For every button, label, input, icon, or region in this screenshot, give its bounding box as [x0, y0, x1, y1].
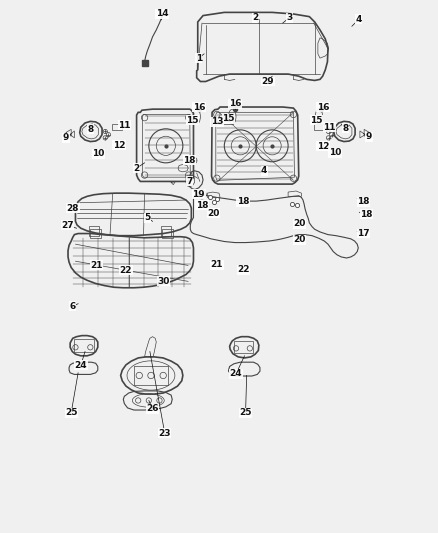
Text: 12: 12	[113, 141, 125, 150]
Bar	[314, 124, 324, 131]
Text: 10: 10	[92, 149, 105, 158]
Bar	[217, 118, 233, 124]
Text: 10: 10	[328, 148, 341, 157]
Text: 9: 9	[366, 132, 372, 141]
Text: 21: 21	[211, 261, 223, 269]
Text: 20: 20	[293, 220, 306, 229]
Text: 14: 14	[156, 10, 169, 19]
Text: 3: 3	[286, 13, 292, 22]
Text: 20: 20	[208, 209, 220, 218]
Text: 19: 19	[192, 190, 205, 199]
Text: 22: 22	[120, 266, 132, 274]
Text: 4: 4	[261, 166, 267, 175]
Bar	[74, 339, 94, 352]
Text: 21: 21	[91, 261, 103, 270]
Text: 11: 11	[118, 120, 131, 130]
Text: 25: 25	[239, 408, 252, 417]
Text: 2: 2	[134, 164, 140, 173]
Text: 13: 13	[211, 117, 223, 126]
Text: 1: 1	[196, 54, 202, 62]
Bar	[90, 229, 101, 238]
Text: 24: 24	[74, 361, 87, 370]
Text: 23: 23	[159, 429, 171, 438]
Text: 18: 18	[360, 210, 372, 219]
Bar	[89, 226, 99, 236]
Text: 12: 12	[317, 142, 329, 151]
Text: 6: 6	[70, 302, 76, 311]
Text: 18: 18	[183, 156, 195, 165]
Text: 18: 18	[196, 201, 208, 210]
Text: 8: 8	[87, 125, 93, 134]
Bar	[112, 124, 122, 131]
Text: 9: 9	[63, 133, 69, 142]
Text: 4: 4	[356, 15, 362, 24]
Text: 18: 18	[237, 197, 249, 206]
Text: 24: 24	[230, 369, 242, 378]
Text: 8: 8	[343, 124, 349, 133]
Text: 15: 15	[223, 114, 235, 123]
Text: 27: 27	[61, 221, 74, 230]
Text: 15: 15	[186, 116, 199, 125]
Text: 16: 16	[317, 102, 329, 111]
Text: 5: 5	[144, 213, 150, 222]
Text: 15: 15	[310, 116, 322, 125]
Bar	[160, 226, 171, 236]
Text: 25: 25	[65, 408, 78, 417]
Bar	[234, 341, 253, 353]
Text: 17: 17	[357, 229, 370, 238]
Text: 11: 11	[323, 123, 336, 132]
Bar	[162, 229, 173, 238]
Text: 20: 20	[293, 236, 306, 245]
Text: 16: 16	[229, 99, 241, 108]
Text: 30: 30	[157, 277, 170, 286]
Text: 29: 29	[261, 77, 274, 86]
Text: 28: 28	[67, 204, 79, 213]
Text: 2: 2	[252, 13, 258, 22]
Text: 18: 18	[357, 197, 370, 206]
Text: 22: 22	[237, 265, 250, 274]
Text: 7: 7	[186, 177, 192, 186]
Text: 16: 16	[193, 102, 205, 111]
Text: 26: 26	[146, 405, 159, 414]
